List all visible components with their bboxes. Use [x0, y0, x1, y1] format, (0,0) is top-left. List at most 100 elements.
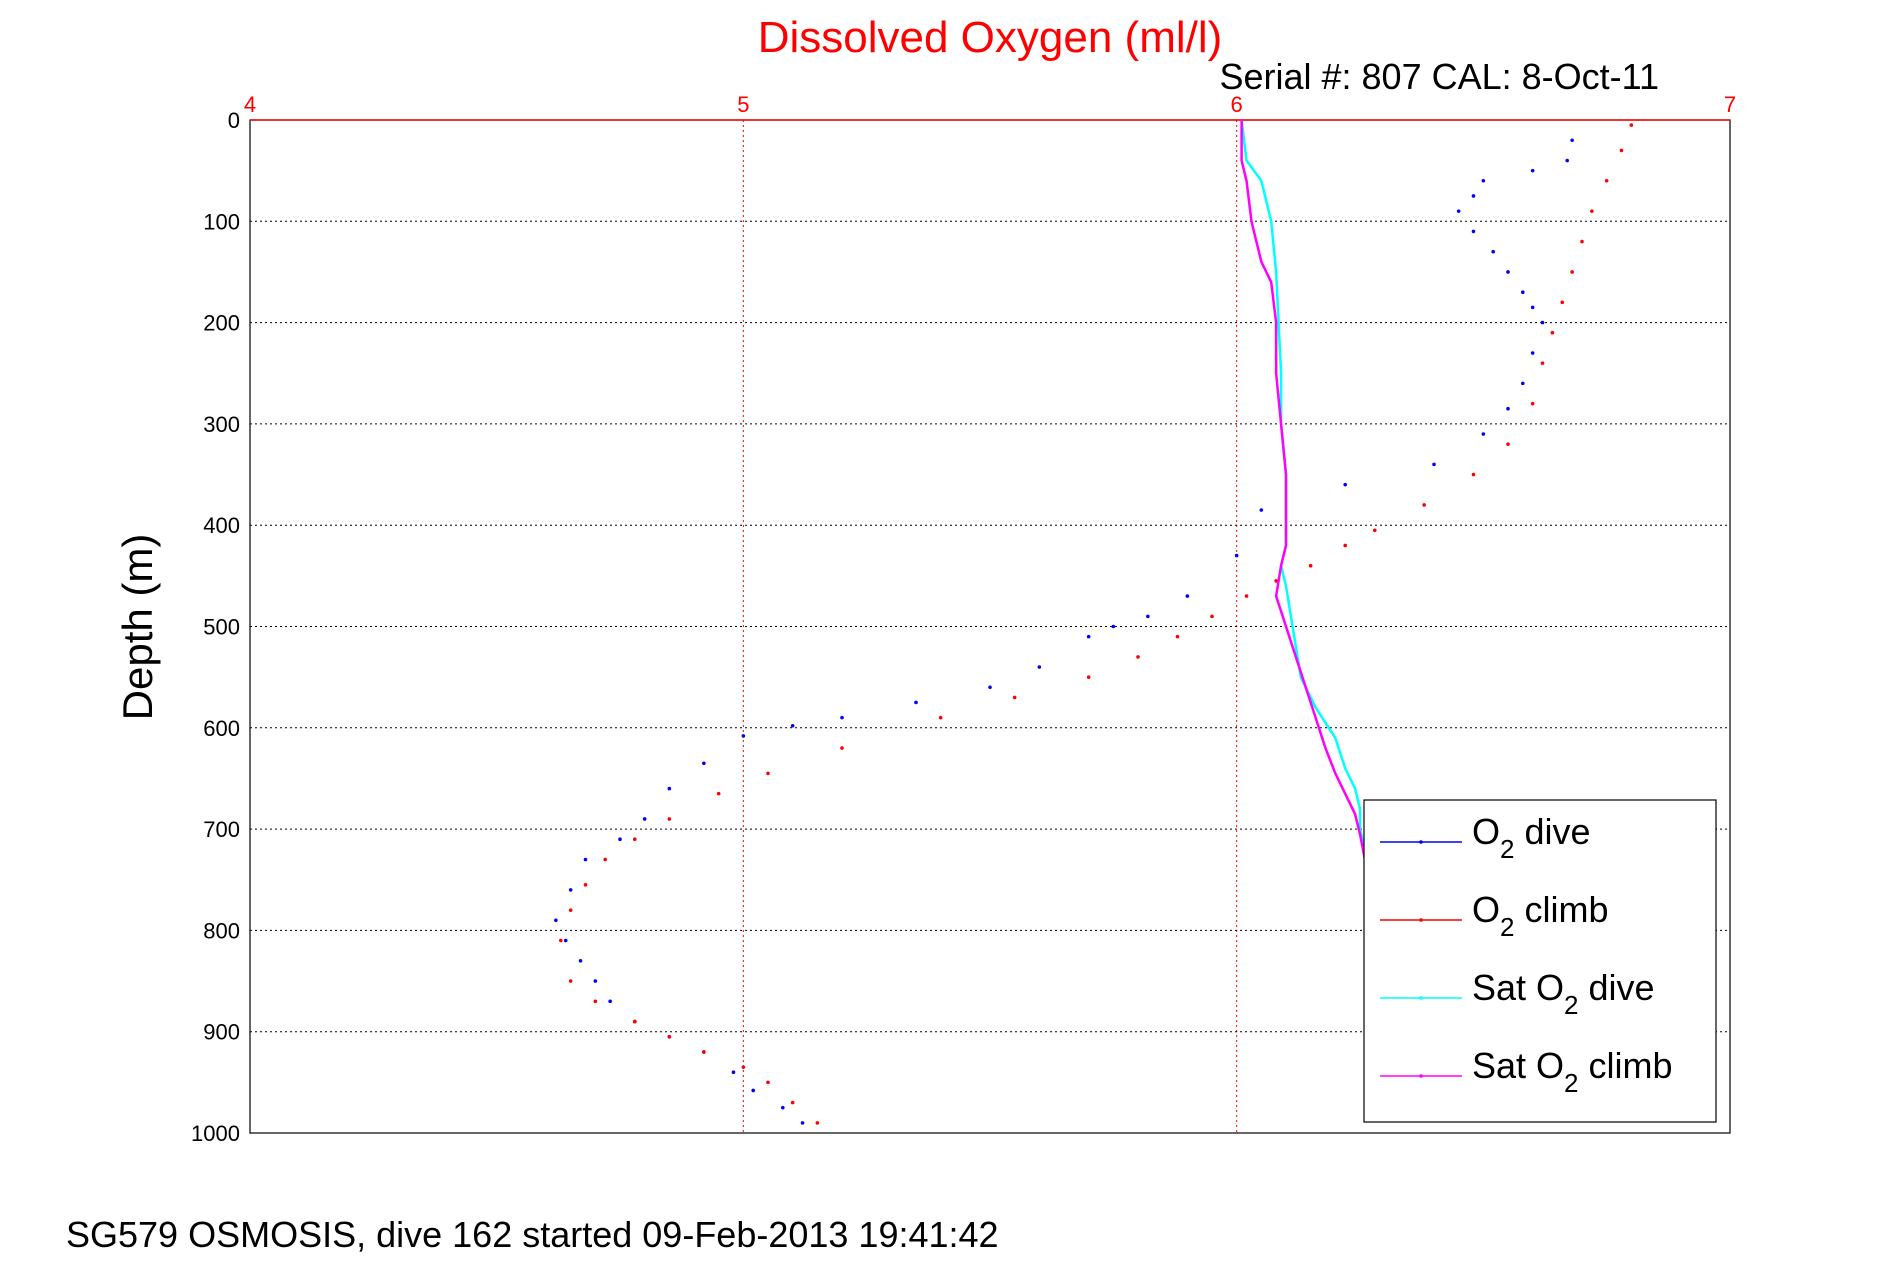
- data-point: [1146, 614, 1150, 619]
- data-point: [568, 979, 573, 983]
- data-point: [1456, 209, 1461, 213]
- data-point: [702, 761, 706, 766]
- data-point: [1540, 361, 1545, 365]
- data-point: [800, 1121, 805, 1125]
- data-point: [1565, 158, 1569, 163]
- data-point: [559, 938, 563, 943]
- legend-label: O2 dive: [1472, 811, 1591, 864]
- data-point: [1471, 229, 1476, 234]
- data-point: [766, 1080, 770, 1085]
- x-axis-ticks: 4 5 6 7: [244, 92, 1736, 117]
- data-point: [1274, 579, 1278, 583]
- data-point: [583, 857, 588, 862]
- data-point: [1521, 290, 1525, 295]
- data-point: [1471, 472, 1476, 477]
- legend-marker: [1419, 918, 1423, 922]
- data-point: [1590, 209, 1594, 213]
- data-point: [1481, 432, 1486, 436]
- data-point: [1111, 624, 1116, 629]
- chart-title: Dissolved Oxygen (ml/l): [758, 13, 1223, 62]
- data-point: [1175, 634, 1180, 639]
- data-point: [563, 938, 568, 943]
- data-point: [815, 1121, 820, 1125]
- data-point: [1308, 563, 1313, 568]
- y-axis-ticks: 0 100 200 300 400 500 600 700 800 900 1000: [191, 108, 240, 1146]
- data-point: [840, 746, 844, 750]
- legend-label: Sat O2 dive: [1472, 967, 1655, 1020]
- data-point: [667, 817, 672, 821]
- data-point: [1012, 695, 1017, 700]
- data-point: [1373, 528, 1377, 533]
- y-tick-label: 700: [203, 817, 240, 842]
- data-point: [1530, 305, 1535, 310]
- data-point: [1530, 168, 1535, 173]
- data-point: [840, 715, 844, 720]
- y-tick-label: 100: [203, 209, 240, 234]
- data-point: [766, 771, 770, 776]
- data-point: [716, 791, 721, 796]
- data-point: [1506, 270, 1510, 274]
- data-point: [1491, 249, 1495, 254]
- chart-subtitle: Serial #: 807 CAL: 8-Oct-11: [1219, 56, 1659, 97]
- data-point: [1560, 300, 1565, 305]
- data-point: [741, 1065, 746, 1069]
- legend-item: O2 climb: [1380, 889, 1609, 942]
- data-point: [1471, 194, 1476, 198]
- data-point: [618, 837, 622, 842]
- data-point: [938, 715, 943, 720]
- data-point: [1343, 482, 1347, 487]
- data-point: [1530, 401, 1535, 406]
- legend-item: Sat O2 dive: [1380, 967, 1655, 1020]
- data-point: [702, 1050, 706, 1054]
- data-point: [731, 1070, 736, 1075]
- data-point: [1570, 270, 1574, 274]
- legend-item: Sat O2 climb: [1380, 1045, 1673, 1098]
- data-point: [1343, 543, 1347, 548]
- legend-label: O2 climb: [1472, 889, 1609, 942]
- data-point: [741, 734, 746, 738]
- data-point: [608, 999, 612, 1004]
- data-point: [578, 958, 583, 963]
- series-o2-climb: [559, 123, 1634, 1125]
- legend: O2 dive O2 climb Sat O2 dive Sat O2 climb: [1363, 799, 1717, 1123]
- data-point: [1540, 320, 1545, 325]
- data-point: [1619, 148, 1624, 153]
- data-point: [1506, 442, 1510, 446]
- data-point: [1629, 123, 1634, 127]
- legend-item: O2 dive: [1380, 811, 1591, 864]
- data-point: [1570, 138, 1574, 143]
- data-point: [781, 1105, 785, 1110]
- y-tick-label: 800: [203, 918, 240, 943]
- data-point: [1086, 634, 1091, 639]
- data-point: [1244, 594, 1249, 598]
- data-point: [1185, 594, 1190, 598]
- data-point: [1259, 508, 1264, 512]
- data-point: [633, 1019, 637, 1024]
- data-point: [751, 1088, 755, 1093]
- legend-marker: [1419, 1074, 1423, 1078]
- data-point: [1481, 178, 1486, 183]
- y-tick-label: 200: [203, 311, 240, 336]
- legend-marker: [1419, 840, 1423, 844]
- data-point: [1086, 675, 1091, 679]
- y-tick-label: 300: [203, 412, 240, 437]
- x-tick-label: 6: [1231, 92, 1243, 117]
- data-point: [603, 857, 607, 862]
- x-tick-label: 5: [737, 92, 749, 117]
- data-point: [1037, 665, 1042, 669]
- data-point: [593, 999, 598, 1004]
- data-point: [1580, 239, 1584, 244]
- y-tick-label: 900: [203, 1020, 240, 1045]
- data-point: [593, 979, 598, 983]
- data-point: [790, 723, 795, 728]
- data-point: [1506, 406, 1510, 411]
- data-point: [1210, 614, 1214, 619]
- legend-label: Sat O2 climb: [1472, 1045, 1673, 1098]
- y-tick-label: 1000: [191, 1121, 240, 1146]
- data-point: [667, 1034, 672, 1039]
- series-line: [1240, 120, 1367, 860]
- data-point: [914, 700, 918, 705]
- y-tick-label: 400: [203, 513, 240, 538]
- data-point: [1432, 462, 1436, 467]
